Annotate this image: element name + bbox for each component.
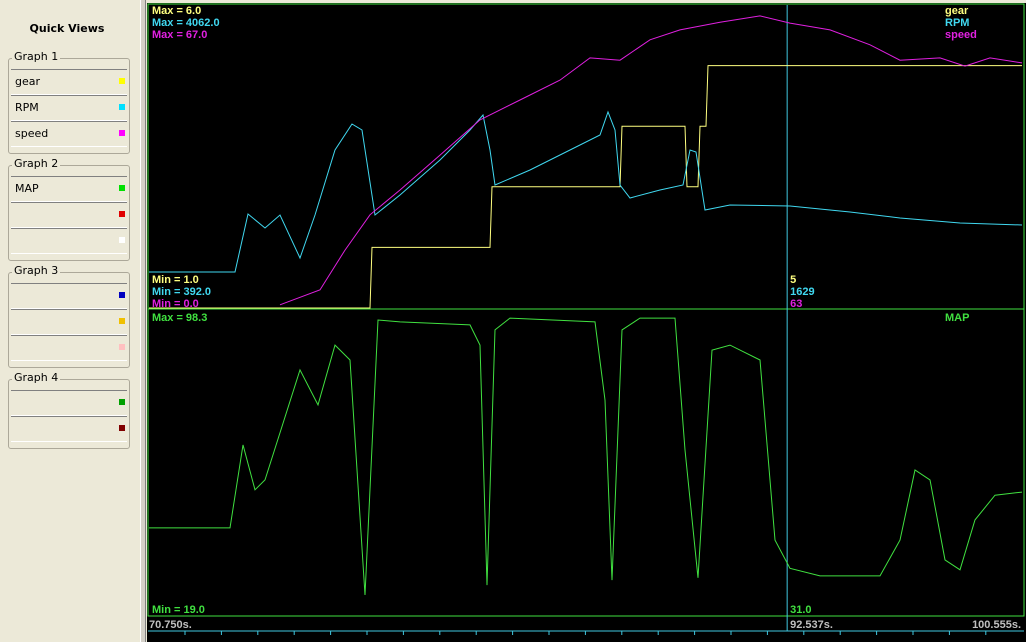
series-name: MAP xyxy=(945,312,969,324)
min-label: Min = 0.0 xyxy=(152,298,199,310)
channel-color xyxy=(119,211,125,217)
channel-color xyxy=(119,318,125,324)
graph-group: Graph 3 xyxy=(8,264,130,368)
plot: Max = 6.0 Min = 1.0 gear 5 Max = 4062.0 Min =… xyxy=(147,3,1026,642)
time-cursor: 92.537s. xyxy=(790,619,833,631)
plot-background xyxy=(147,3,1026,642)
channel-color xyxy=(119,185,125,191)
graph-group: Graph 2 MAP xyxy=(8,157,130,261)
cursor-readout: 5 xyxy=(790,274,796,286)
channel-color xyxy=(119,104,125,110)
group-title: Graph 2 xyxy=(12,157,61,170)
channel-slot[interactable] xyxy=(11,283,127,309)
panel-title: Quick Views xyxy=(29,22,105,35)
quick-views-panel: Quick Views Graph 1 gear RPM speed Graph 2 MA… xyxy=(0,0,140,642)
max-label: Max = 4062.0 xyxy=(152,17,220,29)
channel-color xyxy=(119,292,125,298)
max-label: Max = 98.3 xyxy=(152,312,207,324)
max-label: Max = 67.0 xyxy=(152,29,207,41)
trace xyxy=(149,317,1023,596)
channel-slot[interactable] xyxy=(11,416,127,442)
cursor-readout: 31.0 xyxy=(790,604,811,616)
channel-slot[interactable]: gear xyxy=(11,69,127,95)
channel-slot[interactable]: speed xyxy=(11,121,127,147)
splitter[interactable] xyxy=(140,0,146,642)
channel-label: MAP xyxy=(15,182,39,195)
series-name: gear xyxy=(945,5,969,17)
max-label: Max = 6.0 xyxy=(152,5,201,17)
channel-label: speed xyxy=(15,127,49,140)
channel-label: gear xyxy=(15,75,41,88)
min-label: Min = 392.0 xyxy=(152,286,211,298)
channel-slot[interactable] xyxy=(11,390,127,416)
channel-slot[interactable] xyxy=(11,335,127,361)
cursor-readout: 1629 xyxy=(790,286,814,298)
graph-group: Graph 1 gear RPM speed xyxy=(8,50,130,154)
group-title: Graph 4 xyxy=(12,371,61,384)
channel-slot[interactable] xyxy=(11,309,127,335)
cursor-readout: 63 xyxy=(790,298,802,310)
series-name: RPM xyxy=(945,17,969,29)
trace xyxy=(149,65,1022,309)
channel-color xyxy=(119,344,125,350)
channel-slot[interactable] xyxy=(11,202,127,228)
graph-group: Graph 4 xyxy=(8,371,130,449)
trace xyxy=(279,15,1023,306)
channel-slot[interactable]: RPM xyxy=(11,95,127,121)
min-label: Min = 19.0 xyxy=(152,604,205,616)
channel-slot[interactable] xyxy=(11,228,127,254)
channel-slot[interactable]: MAP xyxy=(11,176,127,202)
channel-color xyxy=(119,130,125,136)
channel-color xyxy=(119,425,125,431)
series-name: speed xyxy=(945,29,977,41)
channel-color xyxy=(119,237,125,243)
plot-frame xyxy=(147,3,1025,617)
channel-label: RPM xyxy=(15,101,39,114)
group-title: Graph 3 xyxy=(12,264,61,277)
min-label: Min = 1.0 xyxy=(152,274,199,286)
time-start: 70.750s. xyxy=(149,619,192,631)
channel-color xyxy=(119,399,125,405)
group-title: Graph 1 xyxy=(12,50,61,63)
trace xyxy=(149,110,1023,273)
time-end: 100.555s. xyxy=(972,619,1021,631)
channel-color xyxy=(119,78,125,84)
